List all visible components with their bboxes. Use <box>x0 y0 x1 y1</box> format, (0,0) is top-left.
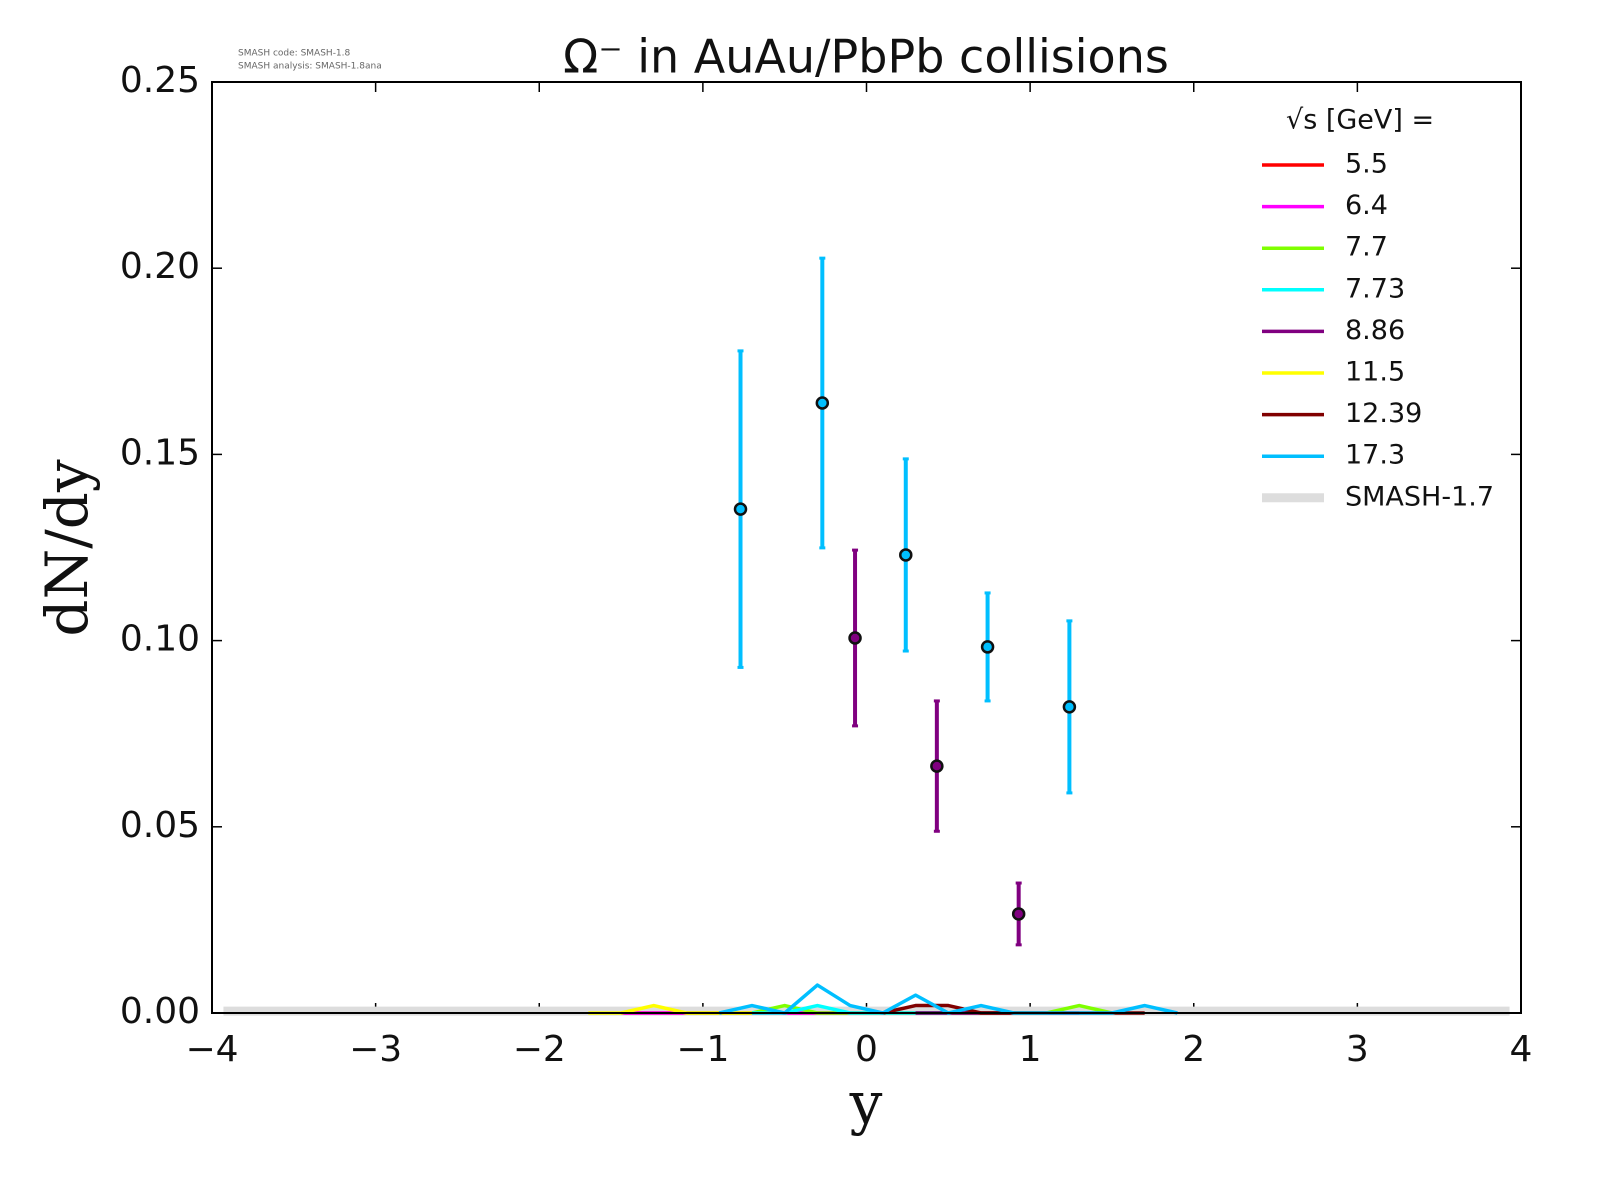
annotation: SMASH code: SMASH-1.8 <box>238 49 351 59</box>
legend-label: 6.4 <box>1345 190 1388 221</box>
x-tick-label: 2 <box>1182 1029 1205 1070</box>
legend-label: 7.7 <box>1345 232 1388 263</box>
x-tick-label: 1 <box>1019 1029 1042 1070</box>
chart-title: Ω⁻ in AuAu/PbPb collisions <box>563 30 1169 84</box>
legend-label: 12.39 <box>1345 398 1422 429</box>
data-point <box>815 396 830 410</box>
x-tick-label: 4 <box>1510 1029 1533 1070</box>
x-tick-label: −4 <box>185 1029 238 1070</box>
data-point <box>930 759 944 773</box>
legend-label: 5.5 <box>1345 149 1388 180</box>
x-tick-label: −1 <box>676 1029 729 1070</box>
x-tick-label: 0 <box>855 1029 878 1070</box>
y-tick-label: 0.00 <box>120 991 200 1032</box>
legend-label: SMASH-1.7 <box>1345 481 1494 512</box>
data-point <box>980 640 995 654</box>
y-tick-label: 0.10 <box>120 619 200 660</box>
legend-label: 11.5 <box>1345 357 1405 388</box>
y-tick-label: 0.05 <box>120 805 200 846</box>
annotation: SMASH analysis: SMASH-1.8ana <box>238 62 382 72</box>
y-tick-label: 0.25 <box>120 60 200 101</box>
x-tick-label: 3 <box>1346 1029 1369 1070</box>
y-axis-label: dN/dy <box>33 459 101 637</box>
legend-label: 17.3 <box>1345 440 1405 471</box>
y-tick-label: 0.15 <box>120 432 200 473</box>
data-point <box>899 548 913 562</box>
x-axis-label: y <box>849 1069 883 1137</box>
data-point <box>1011 907 1026 921</box>
legend-title: √s [GeV] = <box>1286 105 1434 136</box>
x-tick-label: −3 <box>349 1029 402 1070</box>
data-point <box>733 502 748 516</box>
data-point <box>1062 700 1077 714</box>
legend-label: 8.86 <box>1345 315 1405 346</box>
x-tick-label: −2 <box>513 1029 566 1070</box>
data-point <box>848 631 862 645</box>
y-tick-label: 0.20 <box>120 246 200 287</box>
plot-frame <box>211 81 1522 1014</box>
legend-label: 7.73 <box>1345 273 1405 304</box>
